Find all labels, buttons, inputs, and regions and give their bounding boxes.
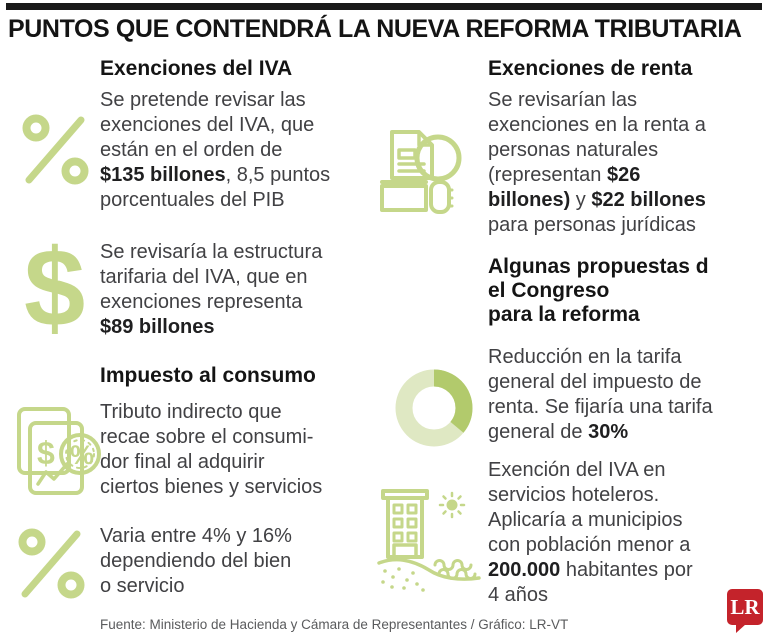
document-search-icon	[380, 130, 462, 214]
source-credit: Fuente: Ministerio de Hacienda y Cámara …	[100, 617, 569, 632]
percent-icon	[18, 528, 85, 599]
donut-chart-icon	[395, 369, 473, 447]
invoice-dollar-glyph: $	[37, 435, 55, 471]
text-consumo-rango: Varia entre 4% y 16% dependiendo del bie…	[100, 525, 292, 597]
text-iva-hoteles: Exención del IVA en servicios hoteleros.…	[488, 459, 693, 606]
text-tarifa-renta: Reducción en la tarifa general del impue…	[488, 346, 713, 443]
text-consumo-definicion: Tributo indirecto que recae sobre el con…	[100, 401, 323, 498]
invoice-icon: $ %	[17, 407, 101, 495]
dollar-icon: $	[24, 227, 86, 350]
sand-dots	[381, 567, 425, 592]
lr-logo-tail	[736, 624, 746, 633]
invoice-percent-glyph: %	[70, 440, 94, 470]
heading-exenciones-renta: Exenciones de renta	[488, 57, 693, 80]
heading-propuestas-congreso: Algunas propuestas d el Congreso para la…	[488, 255, 709, 326]
sun-icon	[446, 499, 458, 511]
heading-impuesto-consumo: Impuesto al consumo	[100, 364, 316, 387]
page-title: PUNTOS QUE CONTENDRÁ LA NUEVA REFORMA TR…	[8, 15, 742, 43]
percent-icon	[22, 114, 89, 185]
top-black-bar	[6, 3, 762, 10]
text-renta-revision: Se revisarían las exenciones en la renta…	[488, 89, 706, 236]
text-iva-monto: Se pretende revisar las exenciones del I…	[100, 89, 331, 211]
lr-logo: LR	[727, 589, 763, 633]
lr-logo-text: LR	[730, 594, 760, 619]
heading-exenciones-iva: Exenciones del IVA	[100, 57, 293, 80]
text-iva-estructura: Se revisaría la estructura tarifaria del…	[100, 241, 323, 338]
hotel-icon	[377, 489, 481, 592]
